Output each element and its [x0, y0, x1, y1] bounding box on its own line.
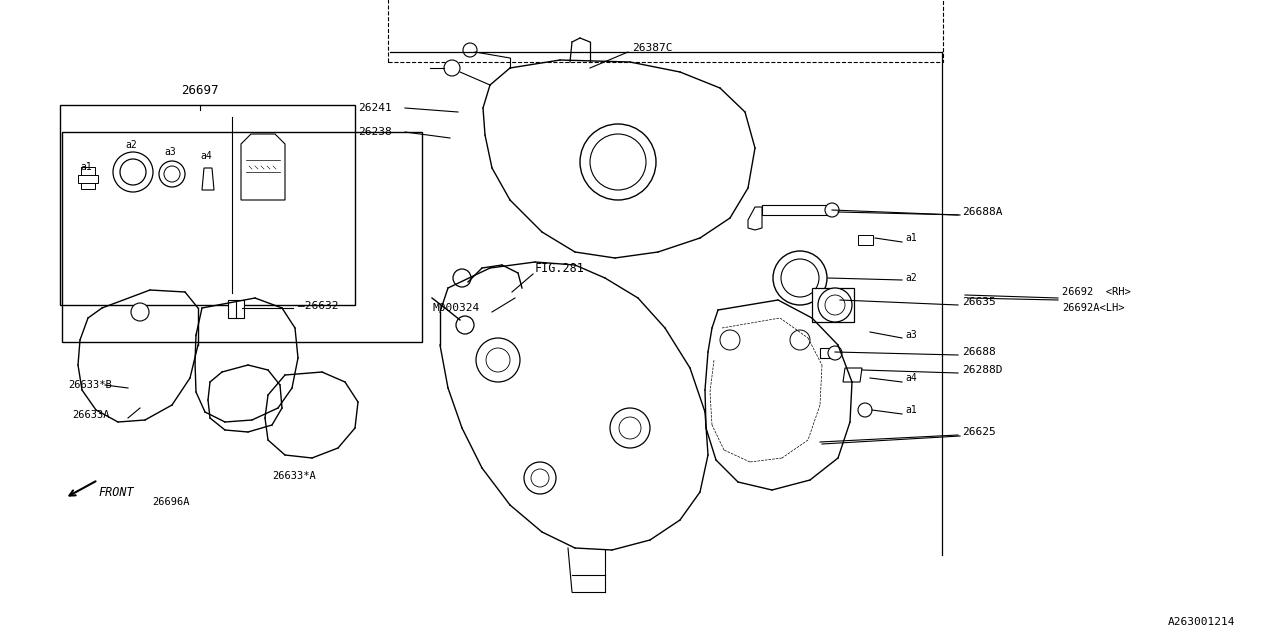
Text: 26625: 26625	[963, 427, 996, 437]
Circle shape	[524, 462, 556, 494]
Text: a1: a1	[81, 162, 92, 172]
Text: 26387C: 26387C	[632, 43, 672, 53]
Circle shape	[826, 203, 838, 217]
Text: FRONT: FRONT	[99, 486, 133, 499]
Text: 26241: 26241	[358, 103, 392, 113]
Text: 26635: 26635	[963, 297, 996, 307]
Text: a1: a1	[905, 405, 916, 415]
Bar	[61, 132, 422, 342]
Text: A263001214: A263001214	[1167, 617, 1235, 627]
Circle shape	[826, 295, 845, 315]
Text: a2: a2	[905, 273, 916, 283]
Circle shape	[580, 124, 657, 200]
Text: 26633*A: 26633*A	[273, 471, 316, 481]
Text: a3: a3	[164, 147, 175, 157]
Circle shape	[444, 60, 460, 76]
Bar	[762, 205, 829, 215]
Circle shape	[790, 330, 810, 350]
Circle shape	[486, 348, 509, 372]
Text: 26692A<LH>: 26692A<LH>	[1062, 303, 1125, 313]
Circle shape	[456, 316, 474, 334]
Text: –26632: –26632	[298, 301, 338, 311]
Circle shape	[721, 330, 740, 350]
Bar	[388, 0, 943, 62]
Circle shape	[611, 408, 650, 448]
Polygon shape	[748, 207, 762, 230]
Polygon shape	[241, 134, 285, 200]
Circle shape	[531, 469, 549, 487]
Text: 26696A: 26696A	[152, 497, 189, 507]
Text: M000324: M000324	[433, 303, 479, 313]
Circle shape	[620, 417, 641, 439]
Bar	[812, 288, 854, 322]
Bar	[78, 175, 99, 183]
Polygon shape	[202, 168, 214, 190]
Text: 26633A: 26633A	[72, 410, 110, 420]
Circle shape	[113, 152, 154, 192]
Text: FIG.281: FIG.281	[535, 262, 585, 275]
Text: 26688: 26688	[963, 347, 996, 357]
Bar	[81, 167, 95, 189]
Circle shape	[453, 269, 471, 287]
Circle shape	[476, 338, 520, 382]
Text: 26688A: 26688A	[963, 207, 1002, 217]
Text: 26692  <RH>: 26692 <RH>	[1062, 287, 1130, 297]
Circle shape	[131, 303, 148, 321]
Bar	[228, 300, 244, 318]
Circle shape	[773, 251, 827, 305]
Text: a4: a4	[200, 151, 212, 161]
Circle shape	[120, 159, 146, 185]
Circle shape	[818, 288, 852, 322]
Polygon shape	[844, 368, 861, 382]
Bar	[820, 348, 835, 358]
Text: 26633*B: 26633*B	[68, 380, 111, 390]
Circle shape	[463, 43, 477, 57]
Bar	[858, 235, 873, 245]
Circle shape	[159, 161, 186, 187]
Circle shape	[590, 134, 646, 190]
Text: a3: a3	[905, 330, 916, 340]
Circle shape	[164, 166, 180, 182]
Circle shape	[828, 346, 842, 360]
Circle shape	[858, 403, 872, 417]
Text: 26697: 26697	[182, 83, 219, 97]
Text: a4: a4	[905, 373, 916, 383]
Text: 26238: 26238	[358, 127, 392, 137]
Text: a2: a2	[125, 140, 137, 150]
Circle shape	[781, 259, 819, 297]
Text: a1: a1	[905, 233, 916, 243]
Text: 26288D: 26288D	[963, 365, 1002, 375]
Bar	[60, 105, 355, 305]
